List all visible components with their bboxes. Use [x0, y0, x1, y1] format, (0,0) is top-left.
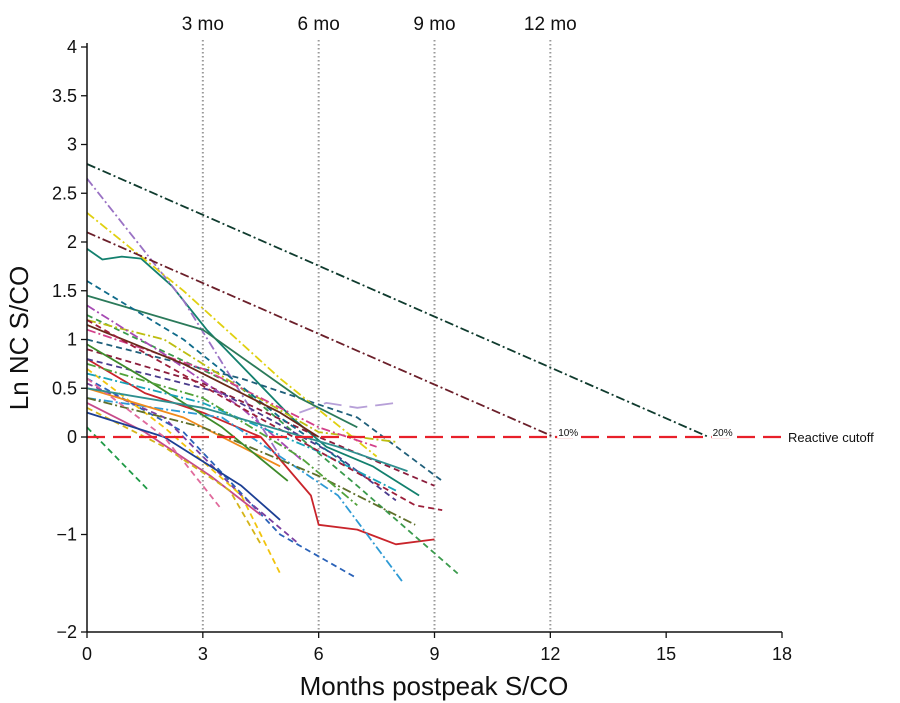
series-line-19 — [86, 397, 416, 526]
series-line-23 — [86, 343, 289, 482]
month-marker-label: 6 mo — [298, 14, 340, 35]
series-layer — [86, 178, 459, 584]
series-line-26 — [86, 372, 397, 492]
series-line-20 — [86, 402, 262, 516]
series-line-21 — [86, 280, 351, 468]
series-line-30 — [86, 377, 223, 511]
y-tick-label: 2 — [67, 232, 77, 252]
y-tick-label: −1 — [56, 525, 77, 545]
reference-label: 20% — [713, 428, 733, 439]
series-line-31 — [86, 387, 408, 472]
month-marker-label: 3 mo — [182, 14, 224, 35]
series-line-5 — [86, 178, 281, 457]
y-tick-label: 1.5 — [52, 281, 77, 301]
series-line-12 — [86, 348, 435, 487]
y-tick-label: −2 — [56, 622, 77, 642]
series-line-14 — [86, 368, 281, 574]
x-tick-label: 18 — [772, 644, 792, 664]
reactive-cutoff-label: Reactive cutoff — [788, 430, 874, 445]
series-line-29 — [86, 363, 358, 506]
y-tick-label: 0 — [67, 427, 77, 447]
series-line-2 — [86, 358, 435, 546]
series-line-18 — [86, 358, 397, 502]
reference-layer: Reactive cutoff 10% 20% — [86, 163, 874, 445]
x-tick-label: 15 — [656, 644, 676, 664]
reference-line-2 — [86, 231, 555, 438]
reference-label-bg — [711, 427, 734, 438]
x-tick-label: 6 — [314, 644, 324, 664]
series-line-25 — [86, 324, 320, 438]
reference-label: 10% — [558, 428, 578, 439]
series-line-3 — [86, 314, 459, 575]
y-tick-label: 3 — [67, 135, 77, 155]
series-line-27 — [86, 411, 281, 521]
y-tick-label: 0.5 — [52, 378, 77, 398]
series-line-28 — [86, 319, 443, 511]
y-tick-label: 2.5 — [52, 183, 77, 203]
series-line-24 — [86, 406, 262, 545]
series-line-6 — [86, 212, 378, 458]
month-marker-label: 9 mo — [413, 14, 455, 35]
y-tick-label: 1 — [67, 330, 77, 350]
month-marker-label: 12 mo — [524, 14, 577, 35]
series-line-16 — [86, 294, 358, 429]
series-line-4 — [86, 338, 443, 482]
y-axis-title: Ln NC S/CO — [4, 266, 34, 411]
series-line-1 — [86, 248, 420, 497]
series-line-9 — [86, 397, 405, 584]
series-line-13 — [299, 401, 397, 414]
axes: 43.532.521.510.50−1−20 3 6 9 12 15 18 — [52, 37, 792, 664]
x-tick-label: 9 — [429, 644, 439, 664]
y-tick-label: 4 — [67, 37, 77, 57]
reference-line-3 — [86, 163, 709, 438]
series-line-22 — [86, 304, 304, 463]
y-tick-label: 3.5 — [52, 86, 77, 106]
x-tick-label: 0 — [82, 644, 92, 664]
series-line-17 — [86, 387, 281, 468]
month-markers: 3 mo 6 mo 9 mo 12 mo — [182, 14, 577, 632]
reference-label-bg — [557, 427, 580, 438]
series-line-15 — [86, 328, 377, 448]
x-tick-label: 12 — [540, 644, 560, 664]
x-tick-label: 3 — [198, 644, 208, 664]
x-axis-title: Months postpeak S/CO — [300, 671, 569, 701]
